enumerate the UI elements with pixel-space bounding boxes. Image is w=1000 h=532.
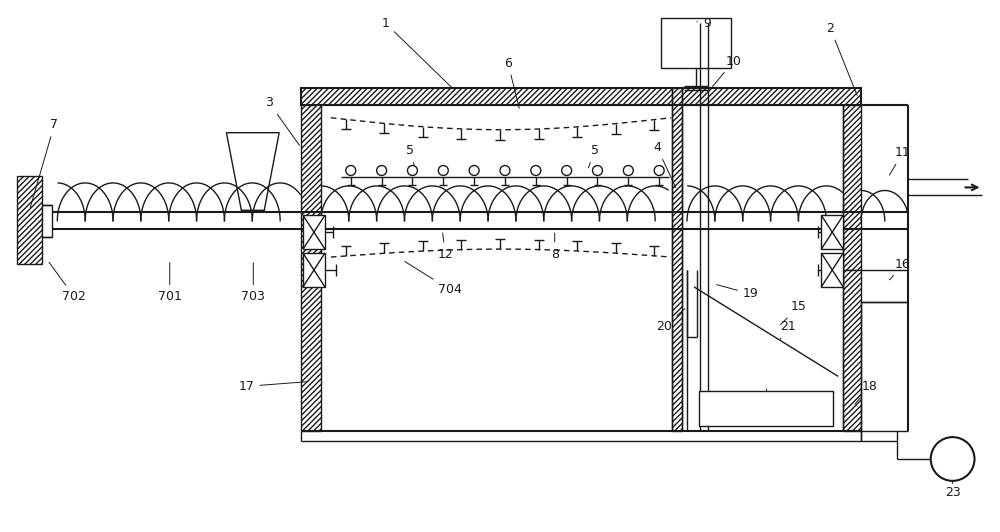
Circle shape [407,165,417,176]
Text: 23: 23 [945,481,960,500]
Circle shape [500,165,510,176]
Text: 15: 15 [781,300,806,325]
Text: 18: 18 [855,380,878,404]
Text: 8: 8 [551,233,559,261]
Text: 9: 9 [697,17,711,30]
Bar [661,18,731,68]
Text: 6: 6 [504,56,519,108]
Circle shape [438,165,448,176]
Bar [821,253,843,287]
Bar [699,392,833,426]
Circle shape [469,165,479,176]
Circle shape [931,437,975,481]
Bar [301,270,321,431]
Bar [843,270,861,431]
Bar [301,88,861,105]
Circle shape [531,165,541,176]
Text: 704: 704 [405,262,462,296]
Circle shape [593,165,602,176]
Circle shape [377,165,387,176]
Bar [301,105,321,270]
Bar [303,253,325,287]
Circle shape [562,165,572,176]
Bar [672,88,682,431]
Text: 11: 11 [889,146,911,175]
Circle shape [623,165,633,176]
Text: 7: 7 [30,118,58,207]
Bar [821,215,843,249]
Bar [42,205,52,237]
Text: 20: 20 [656,309,685,333]
Text: 10: 10 [711,55,742,89]
Text: 703: 703 [241,263,265,303]
Bar [699,418,833,426]
Text: 701: 701 [158,263,182,303]
Bar [303,215,325,249]
Text: 5: 5 [406,144,415,168]
Text: 4: 4 [653,141,676,188]
Text: 2: 2 [826,22,857,95]
Text: 22: 22 [759,389,774,415]
Text: 12: 12 [437,233,453,261]
Circle shape [346,165,356,176]
Text: 702: 702 [49,262,86,303]
Text: 16: 16 [890,257,911,280]
Text: 1: 1 [382,17,453,89]
Circle shape [654,165,664,176]
Text: 3: 3 [265,96,299,145]
Bar [17,177,42,264]
Text: 5: 5 [588,144,599,168]
Bar [843,105,861,270]
Text: 19: 19 [717,285,759,301]
Text: 21: 21 [780,320,796,339]
Text: 17: 17 [238,380,308,393]
